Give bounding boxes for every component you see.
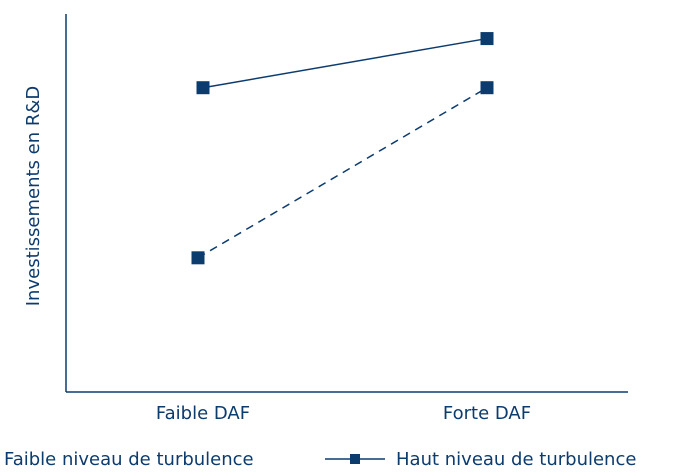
y-axis-label: Investissements en R&D [23,86,44,307]
series-line-1 [202,37,488,89]
x-tick-labels: Faible DAF Forte DAF [156,403,531,424]
x-tick-label-0: Faible DAF [156,403,250,424]
series-0-point-1 [480,81,494,95]
legend-label-1: Haut niveau de turbulence [396,449,636,470]
x-tick-label-1: Forte DAF [443,403,531,424]
legend-label-0: Faible niveau de turbulence [4,449,254,470]
legend-marker-1 [350,454,360,464]
series-line-0 [197,87,488,259]
series-1-point-1 [480,32,494,46]
legend: Faible niveau de turbulence Haut niveau d… [4,449,636,470]
plot-area [191,32,494,265]
series-0-point-0 [191,251,205,265]
series-1-point-0 [196,81,210,95]
